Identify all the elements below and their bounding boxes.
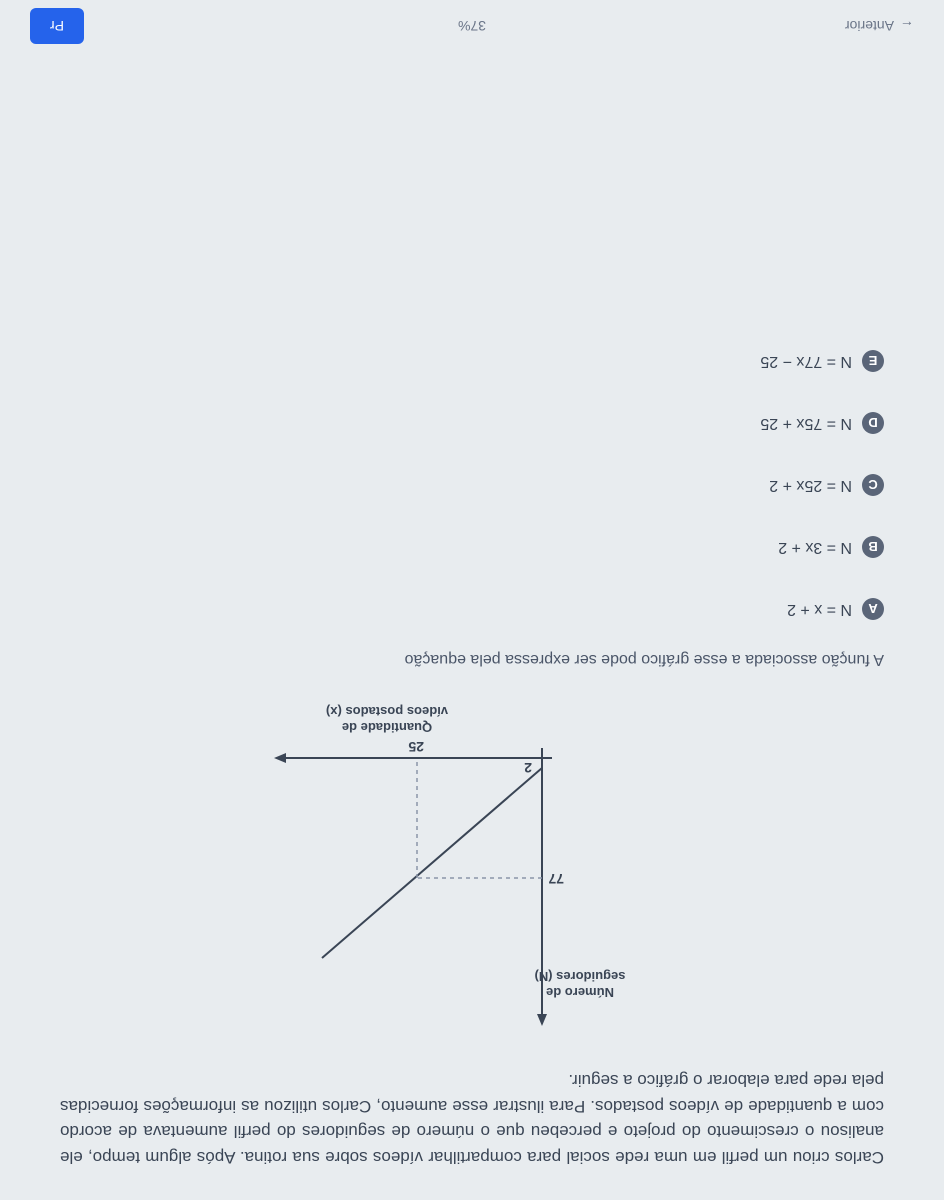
arrow-left-icon: ← xyxy=(900,18,914,34)
option-text-b: N = 3x + 2 xyxy=(778,538,852,556)
question-paragraph: Carlos criou um perfil em uma rede socia… xyxy=(60,1068,884,1170)
line-chart: Número de seguidores (N) Quantidade de v… xyxy=(262,698,682,1038)
sub-question: A função associada a esse gráfico pode s… xyxy=(60,650,884,668)
option-letter-b: B xyxy=(862,536,884,558)
previous-label: Anterior xyxy=(845,18,894,34)
svg-text:25: 25 xyxy=(408,739,424,755)
option-letter-d: D xyxy=(862,412,884,434)
option-letter-a: A xyxy=(862,598,884,620)
option-letter-c: C xyxy=(862,474,884,496)
option-text-e: N = 77x − 25 xyxy=(760,352,852,370)
option-c[interactable]: C N = 25x + 2 xyxy=(60,474,884,496)
option-letter-e: E xyxy=(862,350,884,372)
option-text-d: N = 75x + 25 xyxy=(760,414,852,432)
svg-text:Quantidade de: Quantidade de xyxy=(342,720,432,735)
option-a[interactable]: A N = x + 2 xyxy=(60,598,884,620)
svg-text:77: 77 xyxy=(548,871,564,887)
svg-text:2: 2 xyxy=(524,760,532,776)
chart-container: Número de seguidores (N) Quantidade de v… xyxy=(60,698,884,1038)
previous-link[interactable]: ← Anterior xyxy=(845,18,914,34)
option-text-c: N = 25x + 2 xyxy=(769,476,852,494)
next-button[interactable]: Pr xyxy=(30,8,84,44)
option-b[interactable]: B N = 3x + 2 xyxy=(60,536,884,558)
progress-label: 37% xyxy=(458,18,486,34)
option-d[interactable]: D N = 75x + 25 xyxy=(60,412,884,434)
svg-text:vídeos postados (x): vídeos postados (x) xyxy=(326,704,448,719)
svg-text:Número de: Número de xyxy=(546,985,614,1000)
option-text-a: N = x + 2 xyxy=(787,600,852,618)
option-e[interactable]: E N = 77x − 25 xyxy=(60,350,884,372)
options-list: A N = x + 2 B N = 3x + 2 C N = 25x + 2 D… xyxy=(60,350,884,620)
bottom-bar: ← Anterior 37% Pr xyxy=(0,8,944,44)
svg-text:seguidores (N): seguidores (N) xyxy=(534,969,625,984)
